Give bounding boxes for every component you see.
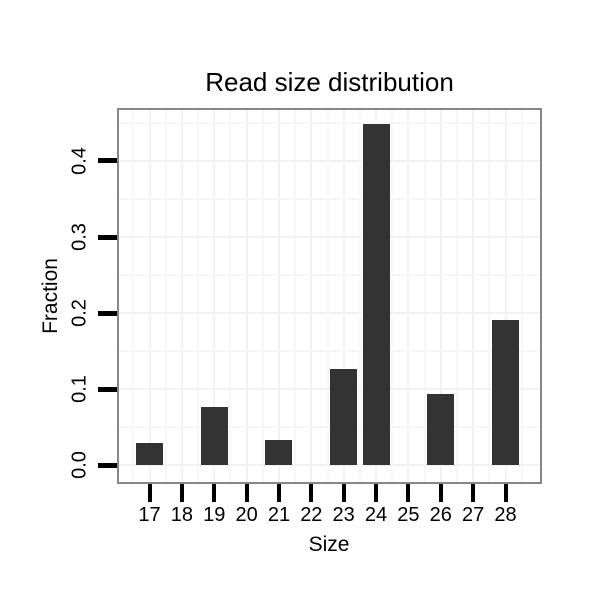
x-tick-label: 19 — [203, 504, 226, 526]
gridline-vertical-major — [342, 110, 345, 482]
gridline-vertical-major — [180, 110, 183, 482]
bar-17 — [136, 443, 163, 466]
y-axis-tick — [98, 234, 117, 240]
gridline-vertical-minor — [229, 110, 232, 482]
x-axis-tick — [147, 484, 152, 502]
plot-area — [117, 108, 542, 484]
gridline-horizontal-major — [119, 312, 540, 315]
gridline-vertical-major — [245, 110, 248, 482]
gridline-vertical-major — [439, 110, 442, 482]
gridline-vertical-minor — [520, 110, 523, 482]
bar-26 — [427, 393, 455, 466]
gridline-vertical-minor — [164, 110, 167, 482]
bar-24 — [362, 124, 390, 466]
chart-title: Read size distribution — [205, 67, 454, 97]
x-axis-tick — [341, 484, 346, 502]
gridline-horizontal-minor — [119, 121, 540, 124]
gridline-horizontal-major — [119, 464, 540, 467]
gridline-vertical-minor — [294, 110, 297, 482]
gridline-horizontal-major — [119, 159, 540, 162]
gridline-vertical-major — [504, 110, 507, 482]
x-tick-label: 24 — [364, 504, 388, 526]
x-tick-label: 22 — [300, 504, 323, 526]
x-axis-tick — [438, 484, 443, 502]
y-tick-label: 0.4 — [68, 147, 91, 175]
gridline-vertical-minor — [391, 110, 394, 482]
x-tick-label: 23 — [332, 504, 355, 526]
y-axis-tick — [98, 386, 117, 392]
gridline-vertical-minor — [358, 110, 361, 482]
gridline-horizontal-minor — [119, 274, 540, 277]
x-axis-tick — [374, 484, 379, 502]
gridline-vertical-major — [310, 110, 313, 482]
y-axis-tick — [98, 310, 117, 316]
gridline-vertical-major — [277, 110, 280, 482]
y-tick-label: 0.0 — [68, 451, 91, 480]
x-axis-tick — [309, 484, 314, 502]
gridline-vertical-minor — [197, 110, 200, 482]
gridline-vertical-minor — [261, 110, 264, 482]
x-tick-label: 17 — [138, 504, 161, 526]
y-tick-label: 0.3 — [68, 223, 91, 251]
bar-28 — [492, 319, 519, 466]
x-tick-label: 27 — [462, 504, 485, 526]
x-axis-tick — [471, 484, 476, 502]
gridline-vertical-major — [472, 110, 475, 482]
y-axis-tick — [98, 462, 117, 468]
gridline-vertical-minor — [132, 110, 135, 482]
gridline-vertical-minor — [488, 110, 491, 482]
gridline-vertical-minor — [423, 110, 426, 482]
gridline-vertical-major — [407, 110, 410, 482]
x-axis-title: Size — [308, 533, 350, 556]
x-tick-label: 18 — [170, 504, 193, 526]
x-axis-tick — [244, 484, 249, 502]
gridline-horizontal-minor — [119, 350, 540, 353]
gridline-vertical-minor — [455, 110, 458, 482]
bar-23 — [330, 369, 358, 466]
gridline-vertical-major — [213, 110, 216, 482]
x-axis-tick — [406, 484, 411, 502]
x-axis-tick — [276, 484, 281, 502]
gridline-horizontal-major — [119, 388, 540, 391]
x-tick-label: 25 — [397, 504, 420, 526]
x-tick-label: 21 — [267, 504, 291, 526]
x-tick-label: 20 — [235, 504, 258, 526]
y-axis-title: Fraction — [39, 258, 62, 334]
gridline-vertical-major — [148, 110, 151, 482]
y-tick-label: 0.2 — [68, 299, 91, 328]
x-tick-label: 28 — [494, 504, 517, 526]
bar-21 — [265, 440, 293, 466]
x-axis-tick — [212, 484, 217, 502]
y-tick-label: 0.1 — [68, 375, 91, 404]
x-tick-label: 26 — [429, 504, 452, 526]
gridline-horizontal-major — [119, 236, 540, 239]
y-axis-tick — [98, 158, 117, 164]
gridline-horizontal-minor — [119, 426, 540, 429]
bar-19 — [200, 407, 228, 466]
x-axis-tick — [179, 484, 184, 502]
gridline-vertical-minor — [326, 110, 329, 482]
x-axis-tick — [503, 484, 508, 502]
gridline-horizontal-minor — [119, 198, 540, 200]
